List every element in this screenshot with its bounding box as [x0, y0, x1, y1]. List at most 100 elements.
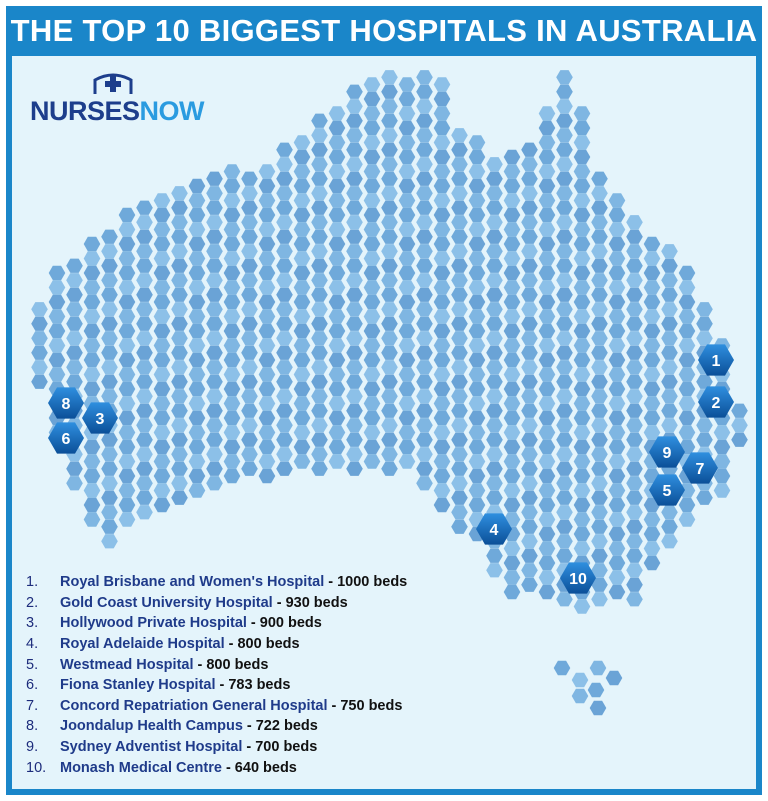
map-hex-cell: [276, 447, 293, 462]
bed-count: - 800 beds: [197, 656, 269, 673]
map-hex-cell: [363, 207, 381, 223]
map-hex-cell: [416, 84, 433, 99]
map-hex-cell: [731, 432, 748, 447]
map-hex-cell: [118, 367, 136, 382]
map-hex-cell: [573, 236, 591, 252]
map-hex-cell: [188, 222, 206, 237]
map-hex-cell: [398, 222, 416, 237]
map-hex-cell: [573, 338, 591, 353]
map-hex-cell: [433, 425, 451, 440]
map-hex-cell: [433, 77, 451, 92]
map-hex-cell: [503, 454, 521, 469]
map-hex-cell: [241, 403, 258, 418]
map-hex-cell: [101, 316, 118, 331]
map-hex-cell: [556, 171, 573, 186]
map-hex-cell: [293, 294, 311, 310]
map-hex-cell: [626, 519, 643, 534]
map-hex-cell: [346, 461, 363, 476]
map-hex-cell: [293, 280, 311, 295]
map-hex-cell: [206, 360, 223, 375]
map-hex-cell: [591, 447, 608, 462]
map-hex-cell: [451, 360, 468, 375]
map-hex-cell: [643, 555, 661, 571]
map-hex-cell: [346, 229, 363, 244]
map-hex-cell: [153, 454, 171, 469]
map-hex-cell: [66, 476, 83, 491]
map-hex-cell: [101, 287, 118, 302]
map-hex-cell: [573, 323, 591, 339]
map-hex-cell: [136, 360, 153, 375]
map-hex-cell: [363, 106, 381, 121]
map-hex-cell: [83, 367, 101, 382]
map-hex-cell: [346, 157, 363, 172]
map-hex-cell: [136, 258, 153, 273]
map-hex-cell: [363, 149, 381, 165]
map-hex-cell: [468, 468, 486, 484]
map-hex-cell: [276, 389, 293, 404]
map-hex-cell: [328, 396, 346, 411]
map-hex-cell: [486, 548, 503, 563]
map-hex-cell: [451, 316, 468, 331]
map-hex-cell: [643, 265, 661, 281]
map-hex-cell: [188, 439, 206, 455]
bed-count: - 722 beds: [246, 718, 318, 735]
map-hex-cell: [591, 229, 608, 244]
map-hex-cell: [328, 106, 346, 121]
map-hex-cell: [293, 236, 311, 252]
map-hex-cell: [101, 505, 118, 520]
map-hex-cell: [451, 287, 468, 302]
map-hex-cell: [538, 541, 556, 556]
map-hex-cell: [311, 360, 328, 375]
map-hex-cell: [608, 207, 626, 223]
map-hex-cell: [398, 149, 416, 165]
map-hex-cell: [328, 410, 346, 426]
map-hex-cell: [521, 287, 538, 302]
map-hex-cell: [188, 338, 206, 353]
map-hex-cell: [188, 410, 206, 426]
map-hex-cell: [346, 244, 363, 259]
map-hex-cell: [626, 273, 643, 288]
map-hex-cell: [573, 120, 591, 136]
map-hex-cell: [118, 207, 136, 223]
map-hex-cell: [608, 193, 626, 208]
map-hex-cell: [398, 120, 416, 136]
map-hex-cell: [678, 497, 696, 513]
map-hex-cell: [101, 331, 118, 346]
map-hex-cell: [538, 570, 556, 585]
map-hex-cell: [101, 273, 118, 288]
map-hex-cell: [608, 439, 626, 455]
map-hex-cell: [678, 309, 696, 324]
map-hex-cell: [381, 447, 398, 462]
map-hex-cell: [293, 193, 311, 208]
map-hex-cell: [486, 200, 503, 215]
map-hex-cell: [83, 512, 101, 527]
map-hex-cell: [433, 294, 451, 310]
map-hex-cell: [241, 200, 258, 215]
map-hex-cell: [83, 483, 101, 498]
map-hex-cell: [171, 273, 188, 288]
map-hex-cell: [626, 244, 643, 259]
map-hex-cell: [276, 432, 293, 447]
map-hex-cell: [608, 251, 626, 266]
map-hex-cell: [521, 360, 538, 375]
map-hex-cell: [731, 403, 748, 418]
map-hex-cell: [346, 360, 363, 375]
map-hex-cell: [503, 294, 521, 310]
map-hex-cell: [346, 316, 363, 331]
map-hex-cell: [538, 236, 556, 252]
map-hex-cell: [626, 229, 643, 244]
map-hex-cell: [206, 432, 223, 447]
map-hex-cell: [556, 229, 573, 244]
map-hex-cell: [503, 396, 521, 411]
map-hex-cell: [206, 461, 223, 476]
map-hex-cell: [538, 338, 556, 353]
map-hex-cell: [468, 497, 486, 513]
map-hex-cell: [538, 207, 556, 223]
map-hex-cell: [83, 236, 101, 252]
map-hex-cell: [538, 454, 556, 469]
map-hex-cell: [433, 468, 451, 484]
map-hex-cell: [503, 265, 521, 281]
map-hex-cell: [328, 135, 346, 150]
map-hex-cell: [346, 99, 363, 114]
map-hex-cell: [503, 425, 521, 440]
